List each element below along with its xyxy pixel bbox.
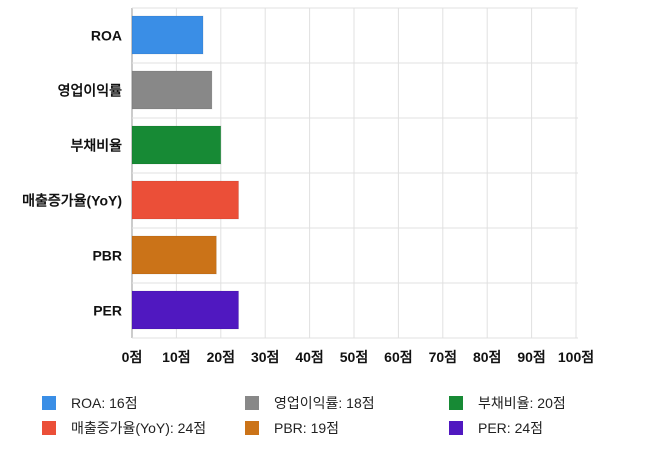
legend-item[interactable]: PER: 24점: [449, 418, 543, 438]
legend-label: 매출증가율(YoY): 24점: [71, 420, 207, 436]
x-tick-label: 90점: [517, 349, 545, 365]
legend-swatch: [42, 396, 56, 410]
bar-2: [131, 125, 222, 165]
legend-label: ROA: 16점: [71, 395, 138, 411]
bar-4: [131, 235, 217, 275]
y-tick-label: ROA: [91, 28, 122, 44]
legend-item[interactable]: 영업이익률: 18점: [245, 393, 375, 413]
x-tick-label: 60점: [384, 349, 412, 365]
x-tick-label: 30점: [251, 349, 279, 365]
x-tick-label: 80점: [473, 349, 501, 365]
x-tick-label: 70점: [429, 349, 457, 365]
legend-label: 영업이익률: 18점: [274, 395, 375, 411]
x-tick-label: 50점: [340, 349, 368, 365]
legend-swatch: [449, 421, 463, 435]
legend-swatch: [245, 421, 259, 435]
bar-1: [131, 70, 213, 110]
bar-chart: 0점 10점 20점 30점 40점 50점 60점 70점 80점 90점 100점 ROA 영업이익…: [22, 7, 594, 365]
bar-0: [131, 15, 204, 55]
x-tick-label: 40점: [295, 349, 323, 365]
x-tick-label: 20점: [207, 349, 235, 365]
y-tick-label: 매출증가율(YoY): [22, 193, 122, 209]
legend-item[interactable]: PBR: 19점: [245, 418, 339, 438]
y-tick-label: 부채비율: [70, 138, 122, 154]
y-tick-label: PBR: [92, 248, 122, 264]
bar-5: [131, 290, 240, 330]
legend-label: PBR: 19점: [274, 420, 340, 436]
x-tick-label: 100점: [558, 349, 594, 365]
legend-label: PER: 24점: [478, 420, 544, 436]
y-tick-label: 영업이익률: [58, 83, 123, 99]
legend-item[interactable]: 부채비율: 20점: [449, 393, 566, 413]
x-tick-label: 0점: [122, 349, 143, 365]
legend-swatch: [245, 396, 259, 410]
bar-3: [131, 180, 240, 220]
y-tick-label: PER: [93, 303, 122, 319]
legend-swatch: [42, 421, 56, 435]
x-tick-label: 10점: [162, 349, 190, 365]
legend-item[interactable]: ROA: 16점: [42, 393, 138, 413]
legend-item[interactable]: 매출증가율(YoY): 24점: [42, 418, 206, 438]
legend-label: 부채비율: 20점: [478, 395, 566, 411]
legend-swatch: [449, 396, 463, 410]
